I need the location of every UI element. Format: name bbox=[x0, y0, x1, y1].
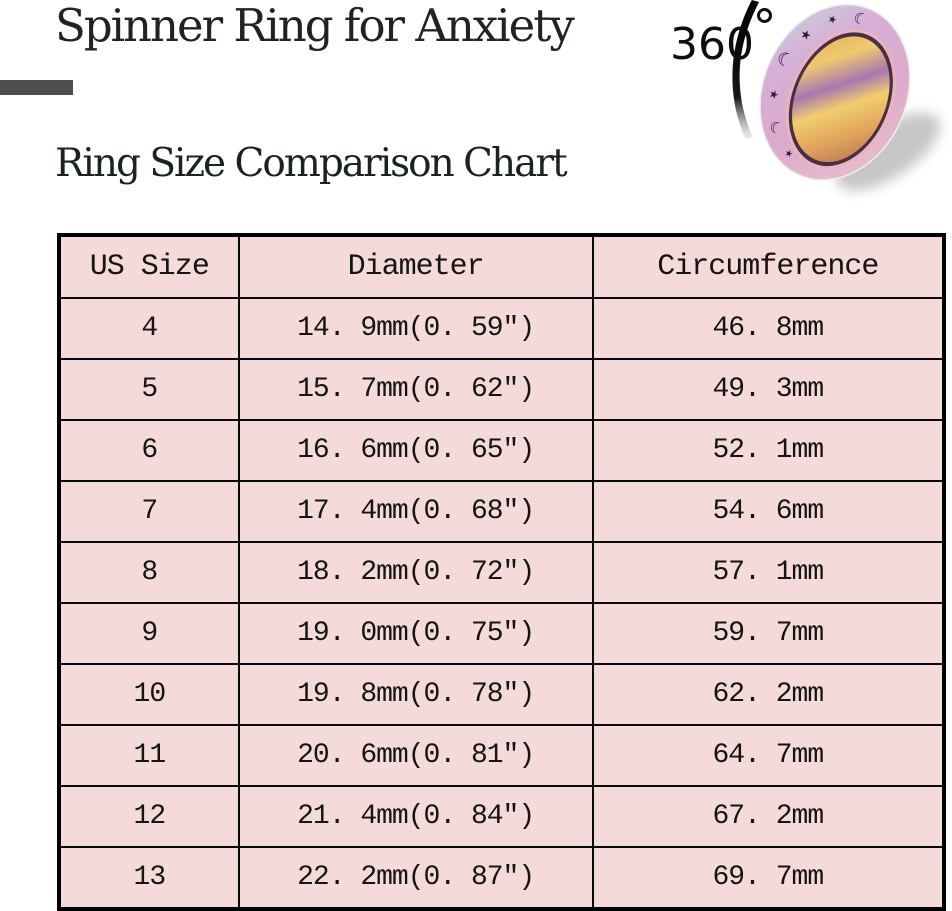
moon-icon: ☾ bbox=[766, 117, 786, 139]
table-row: 12 21. 4mm(0. 84″) 67. 2mm bbox=[58, 785, 946, 848]
ring-hole bbox=[792, 36, 890, 163]
us-size-cell: 7 bbox=[58, 480, 240, 543]
star-icon: ★ bbox=[767, 87, 781, 103]
table-row: 11 20. 6mm(0. 81″) 64. 7mm bbox=[58, 724, 946, 787]
circumference-cell: 57. 1mm bbox=[591, 541, 946, 604]
diameter-cell: 19. 8mm(0. 78″) bbox=[237, 663, 594, 726]
table-row: 13 22. 2mm(0. 87″) 69. 7mm bbox=[58, 846, 946, 910]
degree-symbol-icon bbox=[756, 8, 772, 23]
moon-icon: ☾ bbox=[773, 48, 796, 74]
star-icon: ★ bbox=[783, 147, 795, 160]
us-size-cell: 8 bbox=[58, 541, 240, 604]
spinner-ring-image: ☾ ★ ★ ☾ ★ ☾ ★ bbox=[726, 0, 952, 205]
diameter-cell: 19. 0mm(0. 75″) bbox=[237, 602, 594, 665]
table-row: 8 18. 2mm(0. 72″) 57. 1mm bbox=[58, 541, 946, 604]
circumference-cell: 49. 3mm bbox=[591, 358, 946, 421]
diameter-cell: 22. 2mm(0. 87″) bbox=[237, 846, 594, 910]
diameter-cell: 21. 4mm(0. 84″) bbox=[237, 785, 594, 848]
us-size-cell: 10 bbox=[58, 663, 240, 726]
us-size-cell: 6 bbox=[58, 419, 240, 482]
circumference-cell: 54. 6mm bbox=[591, 480, 946, 543]
spin-arc bbox=[732, 0, 760, 140]
star-icon: ★ bbox=[798, 26, 814, 43]
circumference-cell: 52. 1mm bbox=[591, 419, 946, 482]
us-size-cell: 13 bbox=[58, 846, 240, 910]
diameter-cell: 18. 2mm(0. 72″) bbox=[237, 541, 594, 604]
us-size-cell: 5 bbox=[58, 358, 240, 421]
us-size-header: US Size bbox=[58, 234, 240, 299]
us-size-cell: 4 bbox=[58, 297, 240, 360]
circumference-cell: 69. 7mm bbox=[591, 846, 946, 910]
table-row: 6 16. 6mm(0. 65″) 52. 1mm bbox=[58, 419, 946, 482]
circumference-cell: 67. 2mm bbox=[591, 785, 946, 848]
table-row: 5 15. 7mm(0. 62″) 49. 3mm bbox=[58, 358, 946, 421]
diameter-header: Diameter bbox=[237, 234, 594, 299]
page-title: Spinner Ring for Anxiety bbox=[55, 0, 575, 52]
diameter-cell: 17. 4mm(0. 68″) bbox=[237, 480, 594, 543]
circumference-header: Circumference bbox=[591, 234, 946, 299]
gray-accent-bar bbox=[0, 80, 73, 95]
diameter-cell: 20. 6mm(0. 81″) bbox=[237, 724, 594, 787]
us-size-cell: 11 bbox=[58, 724, 240, 787]
us-size-cell: 12 bbox=[58, 785, 240, 848]
table-row: 4 14. 9mm(0. 59″) 46. 8mm bbox=[58, 297, 946, 360]
ring-shadow bbox=[836, 112, 940, 191]
spinner-ring-graphic: ☾ ★ ★ ☾ ★ ☾ ★ bbox=[732, 0, 940, 191]
table-header-row: US Size Diameter Circumference bbox=[58, 234, 946, 299]
diameter-cell: 15. 7mm(0. 62″) bbox=[237, 358, 594, 421]
diameter-cell: 14. 9mm(0. 59″) bbox=[237, 297, 594, 360]
circumference-cell: 64. 7mm bbox=[591, 724, 946, 787]
moon-icon: ☾ bbox=[851, 8, 871, 30]
star-icon: ★ bbox=[826, 13, 839, 28]
circumference-cell: 46. 8mm bbox=[591, 297, 946, 360]
table-row: 7 17. 4mm(0. 68″) 54. 6mm bbox=[58, 480, 946, 543]
ring-size-table: US Size Diameter Circumference 4 14. 9mm… bbox=[57, 233, 946, 911]
chart-subtitle: Ring Size Comparison Chart bbox=[55, 141, 568, 186]
table-row: 9 19. 0mm(0. 75″) 59. 7mm bbox=[58, 602, 946, 665]
circumference-cell: 59. 7mm bbox=[591, 602, 946, 665]
diameter-cell: 16. 6mm(0. 65″) bbox=[237, 419, 594, 482]
circumference-cell: 62. 2mm bbox=[591, 663, 946, 726]
table-row: 10 19. 8mm(0. 78″) 62. 2mm bbox=[58, 663, 946, 726]
us-size-cell: 9 bbox=[58, 602, 240, 665]
